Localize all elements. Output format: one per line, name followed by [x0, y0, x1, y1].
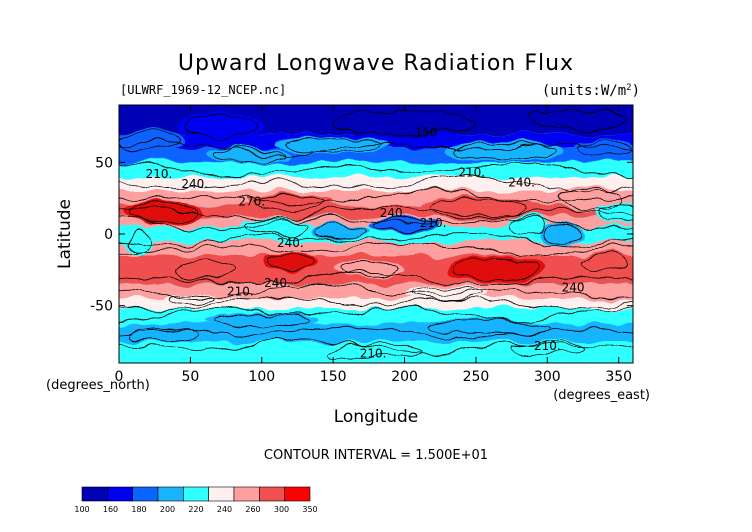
y-tick-label: 50	[95, 155, 113, 171]
contour-label: 240.	[264, 276, 291, 290]
x-tick-label: 50	[181, 369, 199, 385]
colorbar-swatch	[157, 486, 184, 502]
x-tick-label: 0	[115, 369, 124, 385]
x-tick-label: 350	[605, 369, 632, 385]
x-tick-label: 100	[248, 369, 275, 385]
x-tick-label: 250	[463, 369, 490, 385]
contour-label: 210.	[227, 285, 254, 299]
colorbar-swatch	[183, 486, 209, 502]
x-tick-label: 300	[534, 369, 561, 385]
contour-label: 270.	[238, 194, 265, 208]
contour-label: 210.	[458, 166, 485, 180]
x-axis-title: Longitude	[334, 407, 419, 427]
x-unit-label: (degrees_east)	[553, 388, 650, 403]
colorbar-swatch	[132, 486, 159, 502]
x-tick-label: 200	[391, 369, 418, 385]
x-axis: 0 50 100 150 200 250 300 350	[115, 105, 632, 385]
x-tick-label: 150	[320, 369, 347, 385]
contour-label: 240.	[508, 176, 535, 190]
colorbar-label: 350	[302, 505, 317, 514]
heatmap-field	[119, 105, 633, 363]
contour-label: 210.	[534, 339, 561, 353]
colorbar-swatch	[284, 486, 311, 502]
units-label: (units:W/m2)	[542, 83, 640, 99]
colorbar-label: 240	[217, 505, 232, 514]
colorbar-label: 180	[131, 505, 146, 514]
contour-labels: 150 210. 240. 210. 240. 270. 240. 210. 240. 240. 2…	[146, 126, 585, 361]
contour-label: 240.	[380, 206, 407, 220]
contour-label: 210.	[420, 216, 447, 230]
contour-label: 210.	[146, 167, 173, 181]
colorbar-label: 100	[74, 505, 89, 514]
colorbar-label: 260	[245, 505, 260, 514]
file-label: [ULWRF_1969-12_NCEP.nc]	[120, 83, 286, 97]
colorbar-label: 220	[188, 505, 203, 514]
y-axis-title: Latitude	[55, 199, 75, 269]
y-tick-label: -50	[90, 299, 113, 315]
contour-label: 240	[562, 280, 585, 294]
colorbar-swatch	[107, 486, 133, 502]
colorbar-label: 300	[274, 505, 289, 514]
colorbar-swatch	[233, 486, 260, 502]
contour-label: 240.	[181, 177, 208, 191]
colorbar-swatch	[259, 486, 285, 502]
colorbar-swatch	[208, 486, 235, 502]
y-axis: 50 0 -50	[90, 155, 633, 315]
chart-title: Upward Longwave Radiation Flux	[178, 51, 574, 76]
y-unit-label: (degrees_north)	[46, 378, 150, 393]
colorbar-label: 200	[160, 505, 175, 514]
colorbar: 100 160 180 200 220 240 260 300 350	[74, 486, 318, 514]
contour-label: 210.	[360, 346, 387, 360]
contour-interval-label: CONTOUR INTERVAL = 1.500E+01	[264, 448, 488, 463]
colorbar-label: 160	[103, 505, 118, 514]
contour-label: 150	[415, 126, 438, 140]
y-tick-label: 0	[104, 227, 113, 243]
contour-label: 240.	[277, 236, 304, 250]
colorbar-swatch	[81, 486, 108, 502]
